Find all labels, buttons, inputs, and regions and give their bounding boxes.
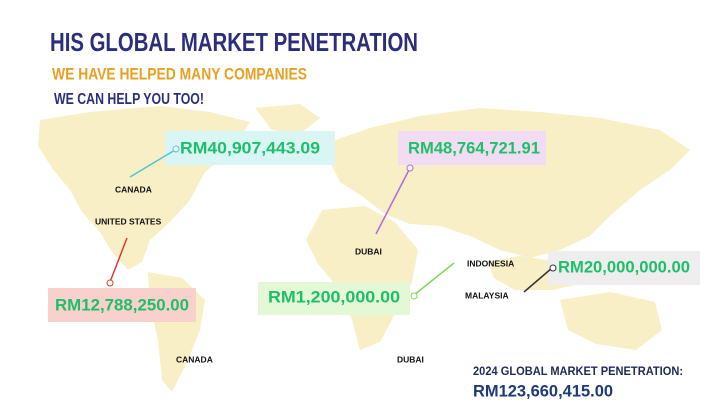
amount: RM1,200,000.00 (268, 287, 400, 306)
amount: RM48,764,721.91 (408, 138, 540, 157)
tagline: WE CAN HELP YOU TOO! (54, 91, 204, 108)
subtitle: WE HAVE HELPED MANY COMPANIES (52, 64, 307, 83)
place-label: MALAYSIA (465, 290, 509, 300)
callout: RM20,000,000.00 (523, 251, 700, 293)
callout-box (48, 288, 196, 322)
place-label: DUBAI (355, 246, 382, 256)
callout: RM48,764,721.91 (375, 131, 546, 235)
amount: RM20,000,000.00 (558, 257, 690, 276)
arrow (129, 149, 176, 178)
arrow (413, 262, 455, 296)
callout-box (548, 251, 700, 285)
callout: RM12,788,250.00 (48, 237, 196, 322)
amount: RM40,907,443.09 (180, 138, 320, 157)
place-label: CANADA (115, 184, 152, 194)
place-label: CANADA (176, 354, 213, 364)
place-label: UNITED STATES (95, 216, 162, 226)
callout: RM1,200,000.00 (258, 262, 455, 315)
callout-box (258, 282, 410, 315)
arrow (375, 167, 411, 235)
callout-box (165, 131, 335, 165)
callout-box (398, 131, 546, 165)
arrow-start (410, 292, 418, 300)
summary-label: 2024 GLOBAL MARKET PENETRATION: (473, 364, 683, 378)
amount: RM12,788,250.00 (55, 295, 189, 314)
arrow-start (549, 264, 557, 272)
arrow-start (172, 145, 180, 153)
title: HIS GLOBAL MARKET PENETRATION (50, 27, 418, 57)
arrow (109, 237, 128, 283)
arrow-start (106, 279, 114, 287)
arrow-start (406, 164, 414, 172)
arrow (523, 267, 553, 293)
place-label: INDONESIA (467, 258, 514, 268)
callout: RM40,907,443.09 (129, 131, 335, 178)
summary-total: RM123,660,415.00 (473, 381, 613, 400)
place-label: DUBAI (397, 354, 424, 364)
